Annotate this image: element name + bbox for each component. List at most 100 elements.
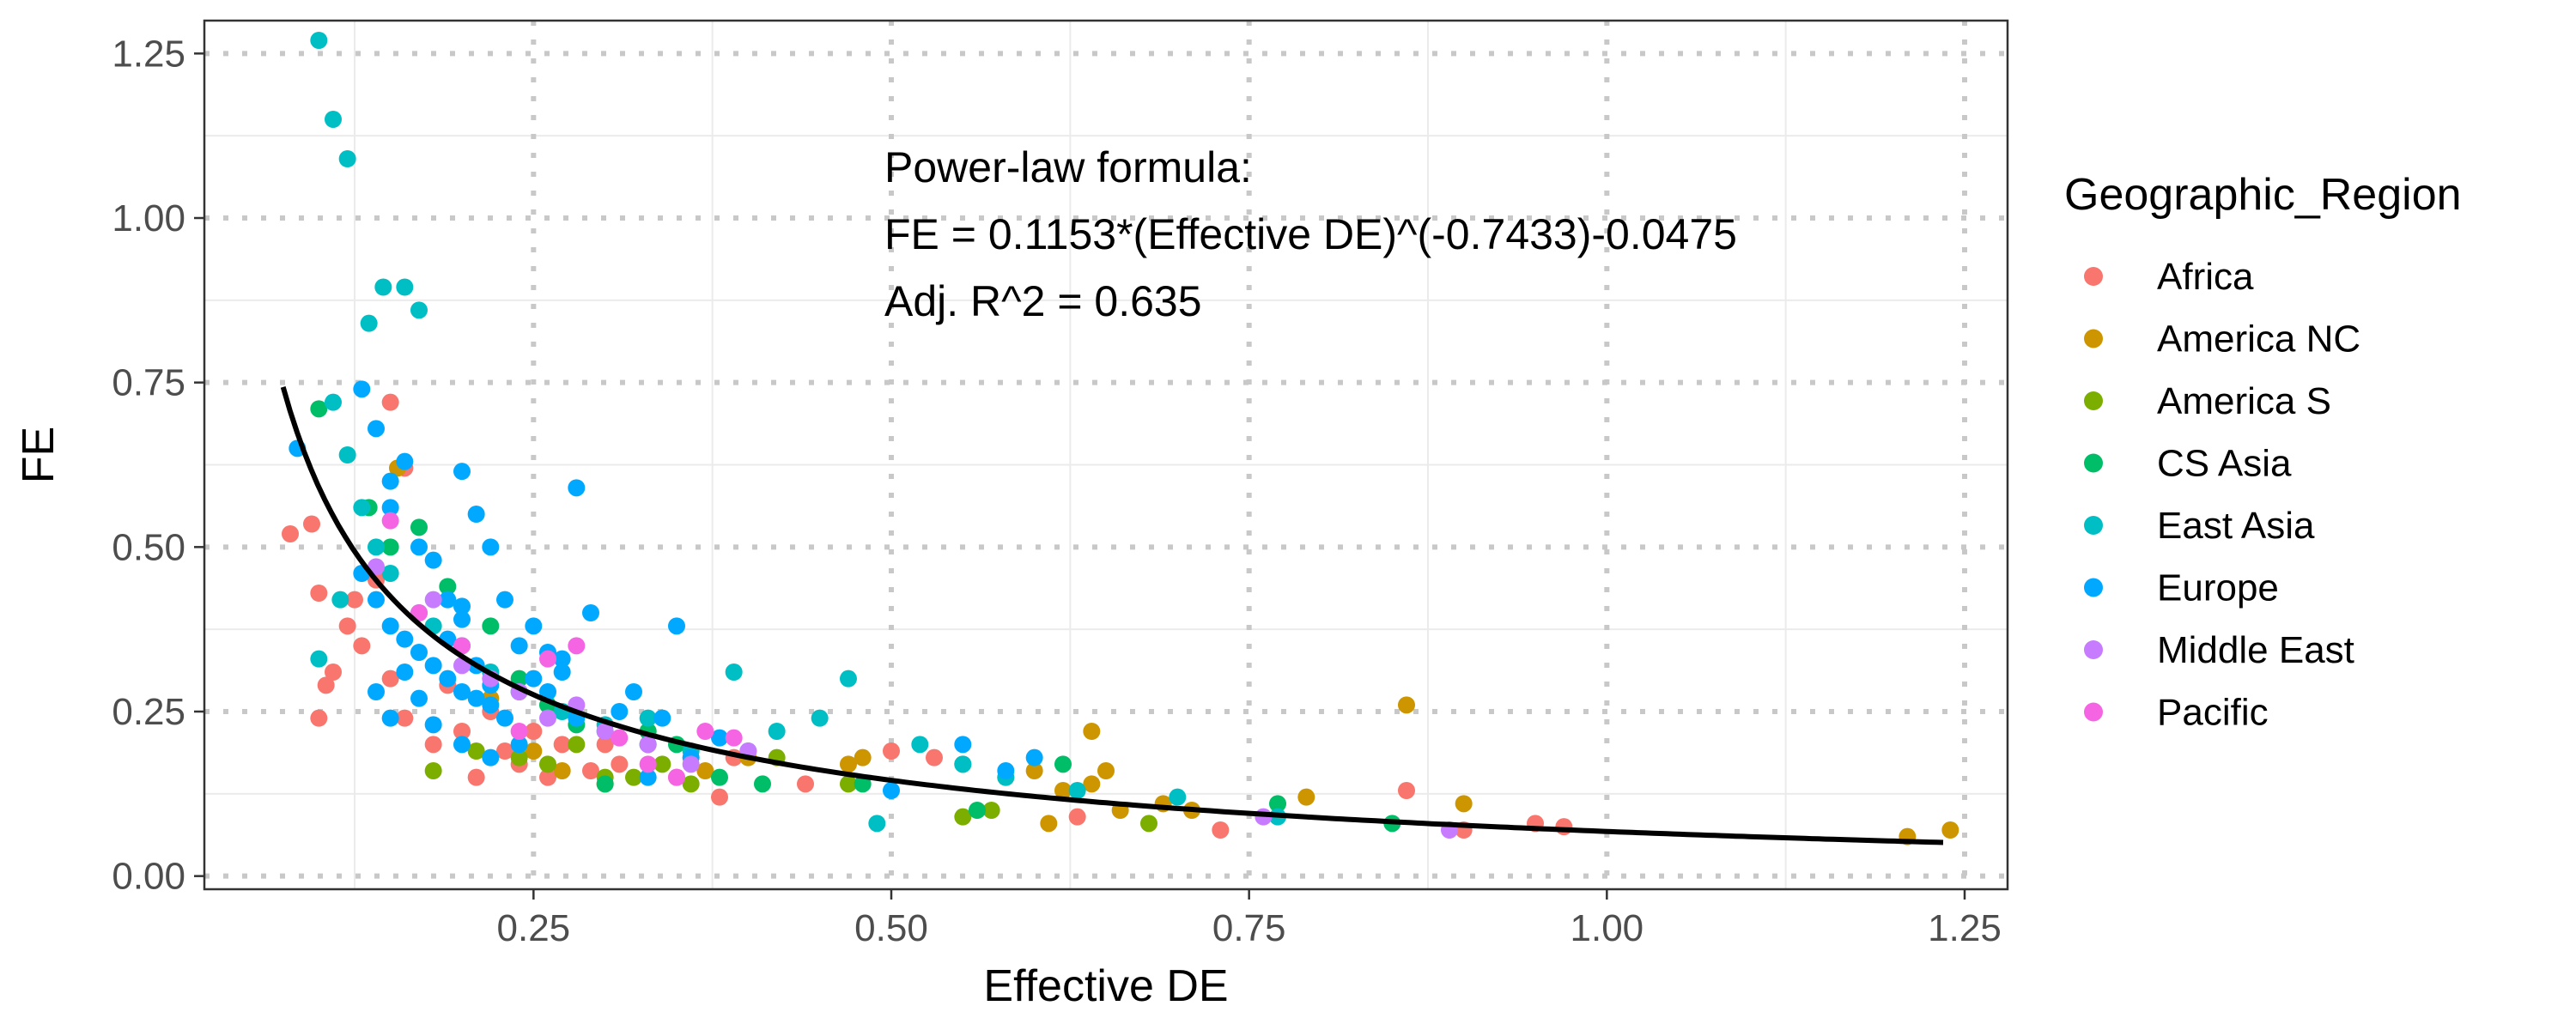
legend-key-africa (2084, 267, 2103, 286)
point-east-asia (381, 565, 399, 582)
point-europe (653, 709, 671, 727)
point-europe (711, 729, 728, 747)
y-axis-ticks: 0.00 0.25 0.50 0.75 1.00 1.25 (112, 33, 204, 898)
point-cs-asia (482, 617, 500, 635)
point-europe (668, 617, 685, 635)
point-america-nc (1941, 821, 1959, 839)
x-tick-label: 0.25 (497, 907, 571, 949)
point-europe (625, 683, 642, 700)
point-europe (424, 657, 442, 675)
point-europe (467, 506, 485, 523)
point-america-s (539, 755, 556, 773)
point-africa (396, 709, 414, 727)
legend-key-europe (2084, 578, 2103, 597)
point-europe (510, 637, 528, 655)
point-america-s (568, 736, 586, 754)
point-america-s (424, 762, 442, 779)
formula-annotation: Power-law formula: FE = 0.1153*(Effective… (884, 143, 1737, 325)
point-east-asia (725, 663, 743, 681)
point-america-s (467, 742, 485, 760)
legend-key-east-asia (2084, 516, 2103, 535)
point-europe (396, 630, 414, 648)
point-europe (453, 463, 471, 481)
y-tick-label: 0.75 (112, 362, 185, 404)
x-tick-label: 1.00 (1571, 907, 1644, 949)
point-europe (424, 551, 442, 569)
point-europe (381, 709, 399, 727)
point-middle-east (596, 723, 614, 740)
point-europe (568, 479, 586, 497)
point-america-s (982, 802, 1000, 819)
point-east-asia (954, 755, 972, 773)
point-africa (926, 748, 943, 766)
x-axis-title: Effective DE (983, 961, 1228, 1011)
point-africa (611, 755, 629, 773)
point-east-asia (639, 709, 657, 727)
point-east-asia (768, 723, 786, 740)
point-europe (368, 591, 385, 609)
point-east-asia (811, 709, 829, 727)
annotation-line: Power-law formula: (884, 143, 1252, 191)
point-america-nc (525, 742, 543, 760)
point-africa (453, 723, 471, 740)
point-pacific (668, 768, 685, 786)
y-axis-title: FE (14, 427, 64, 483)
point-east-asia (374, 278, 392, 296)
point-europe (410, 538, 428, 556)
point-east-asia (325, 393, 342, 411)
point-europe (482, 538, 500, 556)
point-america-nc (840, 755, 857, 773)
point-america-nc (1398, 696, 1415, 714)
point-europe (1025, 748, 1043, 766)
point-africa (553, 736, 571, 754)
point-africa (338, 617, 356, 635)
point-africa (310, 585, 328, 602)
point-east-asia (840, 670, 857, 688)
point-cs-asia (410, 518, 428, 536)
point-cs-asia (596, 775, 614, 793)
point-europe (453, 610, 471, 628)
point-east-asia (1169, 788, 1187, 806)
y-tick-label: 0.00 (112, 856, 185, 898)
point-europe (582, 604, 599, 621)
point-east-asia (338, 446, 356, 464)
point-pacific (725, 729, 743, 747)
point-america-s (653, 755, 671, 773)
point-pacific (568, 637, 586, 655)
point-europe (368, 683, 385, 700)
point-europe (453, 736, 471, 754)
point-africa (346, 591, 363, 609)
point-africa (596, 736, 614, 754)
point-cs-asia (310, 400, 328, 418)
grid-minor (204, 21, 2008, 889)
x-tick-label: 0.50 (854, 907, 928, 949)
point-africa (1068, 808, 1086, 826)
point-africa (582, 762, 599, 779)
point-pacific (453, 637, 471, 655)
legend: Geographic_Region Africa America NC Americ… (2064, 170, 2462, 734)
point-america-nc (854, 748, 872, 766)
point-pacific (611, 729, 629, 747)
point-cs-asia (854, 775, 872, 793)
point-america-nc (1025, 762, 1043, 779)
point-america-s (682, 775, 700, 793)
point-africa (496, 742, 513, 760)
point-east-asia (911, 736, 929, 754)
scatter-points (282, 32, 1959, 845)
point-middle-east (639, 736, 657, 754)
point-africa (883, 742, 900, 760)
point-europe (525, 670, 543, 688)
point-europe (997, 762, 1015, 779)
annotation-line: Adj. R^2 = 0.635 (884, 277, 1202, 325)
legend-key-pacific (2084, 702, 2103, 722)
point-africa (1398, 782, 1415, 799)
legend-label-east-asia: East Asia (2157, 505, 2315, 547)
point-africa (1555, 818, 1573, 836)
point-east-asia (396, 278, 414, 296)
fit-curve (280, 386, 1944, 845)
point-europe (410, 644, 428, 661)
point-east-asia (310, 650, 328, 668)
point-america-s (1140, 815, 1157, 833)
point-africa (325, 663, 342, 681)
